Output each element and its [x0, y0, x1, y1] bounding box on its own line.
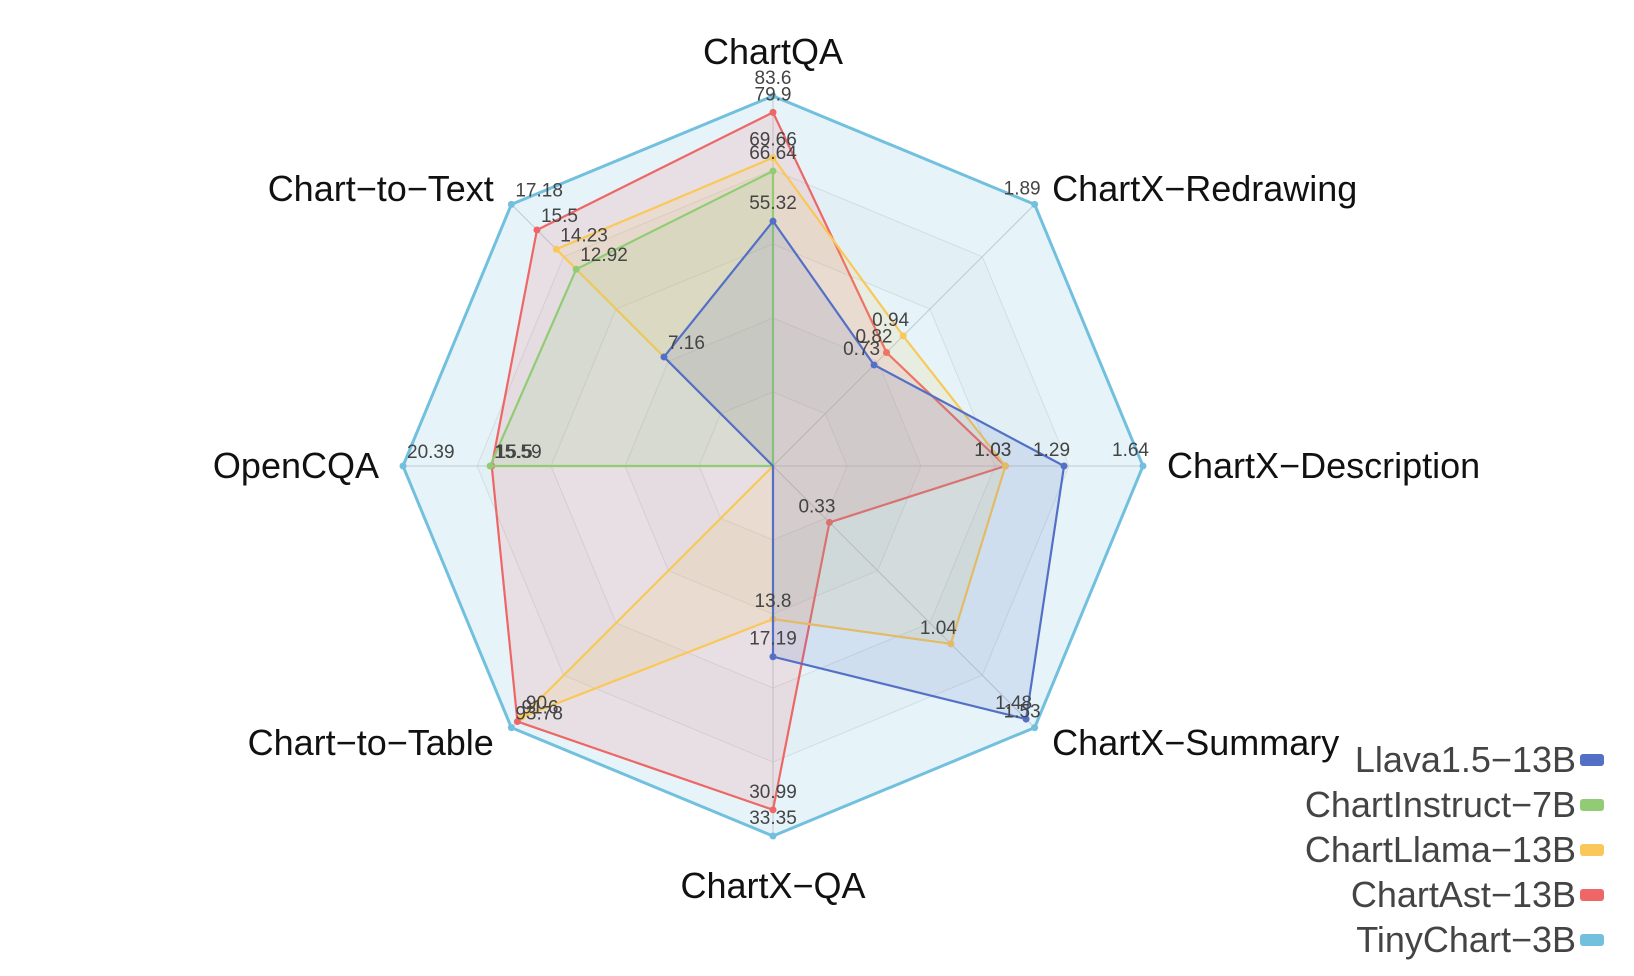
series-point — [769, 217, 777, 225]
axis-label: OpenCQA — [213, 445, 379, 486]
axis-label: Chart−to−Table — [248, 722, 494, 763]
value-label: 90 — [526, 693, 547, 714]
series-point — [533, 226, 541, 234]
value-label: 1.89 — [1004, 178, 1041, 199]
series-point — [572, 265, 580, 273]
series-point — [769, 108, 777, 116]
value-label: 7.16 — [668, 333, 705, 354]
value-label: 14.23 — [560, 225, 608, 246]
grid-spoke — [772, 465, 1035, 728]
value-label: 93.78 — [515, 704, 563, 725]
value-label: 0.94 — [872, 310, 909, 331]
value-label: 17.18 — [515, 180, 563, 201]
value-label: 79.9 — [755, 84, 792, 105]
value-label: 20.39 — [407, 442, 455, 463]
series-point — [769, 832, 777, 840]
legend-label: ChartInstruct−7B — [1305, 784, 1576, 825]
legend-swatch — [1580, 754, 1604, 766]
series-point — [1139, 462, 1147, 470]
value-label: 15.5 — [496, 442, 533, 463]
legend-label: Llava1.5−13B — [1355, 739, 1576, 780]
series-area-0 — [662, 220, 1066, 721]
series-point — [769, 806, 777, 814]
legend-swatch — [1580, 799, 1604, 811]
series-point — [769, 167, 777, 175]
value-label: 33.35 — [749, 808, 797, 829]
series-point — [507, 724, 515, 732]
value-label: 15.59 — [494, 442, 542, 463]
value-label: 1.64 — [1112, 440, 1149, 461]
legend-label: TinyChart−3B — [1356, 919, 1576, 960]
series-point — [552, 245, 560, 253]
series-point — [1031, 724, 1039, 732]
value-label: 1.04 — [920, 618, 957, 639]
series-point — [870, 361, 878, 369]
series-point — [769, 154, 777, 162]
radar-series — [399, 92, 1147, 840]
value-label: 13.8 — [755, 591, 792, 612]
value-label: 12.92 — [580, 245, 628, 266]
legend-label: ChartLlama−13B — [1305, 829, 1576, 870]
series-point — [1001, 462, 1009, 470]
axis-label: ChartX−Redrawing — [1052, 168, 1357, 209]
value-label: 1.03 — [974, 440, 1011, 461]
series-point — [486, 462, 494, 470]
series-point — [399, 462, 407, 470]
series-point — [947, 640, 955, 648]
value-label: 1.29 — [1033, 440, 1070, 461]
value-label: 0.33 — [798, 496, 835, 517]
series-point — [1022, 715, 1030, 723]
value-label: 1.03 — [974, 440, 1011, 461]
series-point — [1031, 200, 1039, 208]
value-label: 30.99 — [749, 782, 797, 803]
value-label: 91.6 — [521, 698, 558, 719]
legend-swatch — [1580, 844, 1604, 856]
series-point — [507, 200, 515, 208]
series-point — [1060, 462, 1068, 470]
axis-label: ChartX−QA — [680, 865, 865, 906]
value-label: 0.82 — [856, 326, 893, 347]
axis-label: ChartX−Summary — [1052, 722, 1339, 763]
value-label: 17.19 — [749, 629, 797, 650]
legend-label: ChartAst−13B — [1351, 874, 1576, 915]
axis-labels: ChartQA ChartX−Redrawing ChartX−Descriptio… — [213, 31, 1480, 906]
series-point — [825, 518, 833, 526]
legend-swatch — [1580, 934, 1604, 946]
value-label: 15.5 — [541, 206, 578, 227]
value-label: 66.64 — [749, 143, 797, 164]
axis-label: ChartQA — [703, 31, 843, 72]
value-label: 83.6 — [755, 68, 792, 89]
value-label: 1.53 — [1004, 702, 1041, 723]
series-point — [769, 653, 777, 661]
value-label: 0.73 — [843, 339, 880, 360]
legend: Llava1.5−13BChartInstruct−7BChartLlama−1… — [1305, 739, 1604, 960]
series-point — [513, 718, 521, 726]
value-labels: 55.32 0.73 1.29 1.48 17.19 7.16 66.64 15.59 12.9… — [407, 68, 1149, 829]
axis-label: Chart−to−Text — [268, 168, 494, 209]
series-point — [769, 92, 777, 100]
axis-label: ChartX−Description — [1167, 445, 1480, 486]
series-point — [899, 332, 907, 340]
series-point — [883, 348, 891, 356]
value-label: 55.32 — [749, 193, 797, 214]
series-point — [660, 353, 668, 361]
series-point — [518, 713, 526, 721]
value-label: 69.66 — [749, 130, 797, 151]
legend-swatch — [1580, 889, 1604, 901]
value-label: 1.48 — [995, 693, 1032, 714]
